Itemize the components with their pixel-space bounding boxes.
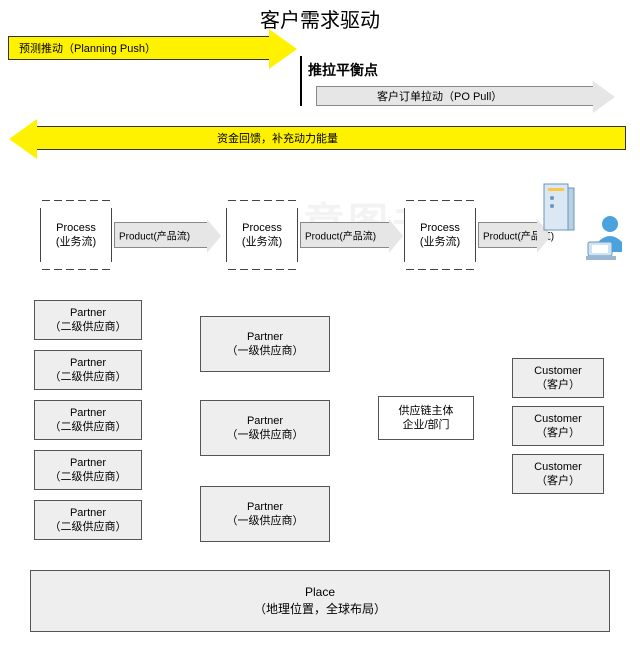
process-1-line2: (业务流) bbox=[41, 235, 111, 249]
customer-2-l1: Customer bbox=[515, 412, 601, 426]
supply-chain-entity: 供应链主体 企业/部门 bbox=[378, 396, 474, 440]
process-card-3: Process (业务流) bbox=[404, 200, 476, 270]
place-l2: （地理位置，全球布局） bbox=[31, 601, 609, 618]
partner-t2-2-l2: （二级供应商） bbox=[37, 370, 139, 384]
balance-label: 推拉平衡点 bbox=[308, 60, 378, 80]
partner-t2-5: Partner （二级供应商） bbox=[34, 500, 142, 540]
process-card-1: Process (业务流) bbox=[40, 200, 112, 270]
feedback-arrow-label: 资金回馈，补充动力能量 bbox=[217, 130, 338, 146]
product-arrow-2: Product(产品流) bbox=[300, 222, 390, 248]
partner-t2-2-l1: Partner bbox=[37, 356, 139, 370]
customer-1-l2: （客户） bbox=[515, 378, 601, 392]
entity-l2: 企业/部门 bbox=[381, 418, 471, 432]
partner-t1-3: Partner （一级供应商） bbox=[200, 486, 330, 542]
process-3-line1: Process bbox=[405, 221, 475, 235]
partner-t2-3: Partner （二级供应商） bbox=[34, 400, 142, 440]
process-card-2: Process (业务流) bbox=[226, 200, 298, 270]
product-arrow-1: Product(产品流) bbox=[114, 222, 208, 248]
partner-t2-4-l2: （二级供应商） bbox=[37, 470, 139, 484]
partner-t1-2: Partner （一级供应商） bbox=[200, 400, 330, 456]
pull-arrow: 客户订单拉动（PO Pull） bbox=[316, 86, 594, 106]
partner-t2-5-l1: Partner bbox=[37, 506, 139, 520]
customer-1: Customer （客户） bbox=[512, 358, 604, 398]
customer-3: Customer （客户） bbox=[512, 454, 604, 494]
balance-line bbox=[300, 56, 302, 106]
partner-t2-4-l1: Partner bbox=[37, 456, 139, 470]
partner-t2-1-l2: （二级供应商） bbox=[37, 320, 139, 334]
process-2-line1: Process bbox=[227, 221, 297, 235]
process-3-line2: (业务流) bbox=[405, 235, 475, 249]
place-l1: Place bbox=[31, 584, 609, 601]
partner-t1-1-l1: Partner bbox=[203, 330, 327, 344]
partner-t1-2-l2: （一级供应商） bbox=[203, 428, 327, 442]
push-arrow: 预测推动（Planning Push） bbox=[8, 36, 270, 60]
feedback-arrow: 资金回馈，补充动力能量 bbox=[36, 126, 626, 150]
partner-t2-5-l2: （二级供应商） bbox=[37, 520, 139, 534]
partner-t2-4: Partner （二级供应商） bbox=[34, 450, 142, 490]
process-2-line2: (业务流) bbox=[227, 235, 297, 249]
product-arrow-3: Product(产品流) bbox=[478, 222, 538, 248]
customer-1-l1: Customer bbox=[515, 364, 601, 378]
partner-t1-2-l1: Partner bbox=[203, 414, 327, 428]
customer-3-l1: Customer bbox=[515, 460, 601, 474]
pull-arrow-label: 客户订单拉动（PO Pull） bbox=[377, 88, 502, 104]
customer-2: Customer （客户） bbox=[512, 406, 604, 446]
diagram-canvas: 华章图书 客户需求驱动 预测推动（Planning Push） 推拉平衡点 客户… bbox=[0, 0, 640, 668]
partner-t2-2: Partner （二级供应商） bbox=[34, 350, 142, 390]
partner-t1-1-l2: （一级供应商） bbox=[203, 344, 327, 358]
diagram-title: 客户需求驱动 bbox=[0, 4, 640, 33]
product-arrow-2-label: Product(产品流) bbox=[305, 228, 376, 243]
entity-l1: 供应链主体 bbox=[381, 404, 471, 418]
partner-t1-3-l2: （一级供应商） bbox=[203, 514, 327, 528]
server-icon bbox=[540, 178, 578, 234]
product-arrow-1-label: Product(产品流) bbox=[119, 228, 190, 243]
customer-2-l2: （客户） bbox=[515, 426, 601, 440]
partner-t2-1-l1: Partner bbox=[37, 306, 139, 320]
partner-t1-1: Partner （一级供应商） bbox=[200, 316, 330, 372]
push-arrow-label: 预测推动（Planning Push） bbox=[19, 40, 156, 56]
partner-t2-3-l1: Partner bbox=[37, 406, 139, 420]
partner-t1-3-l1: Partner bbox=[203, 500, 327, 514]
customer-3-l2: （客户） bbox=[515, 474, 601, 488]
place-box: Place （地理位置，全球布局） bbox=[30, 570, 610, 632]
person-icon bbox=[582, 212, 632, 262]
partner-t2-3-l2: （二级供应商） bbox=[37, 420, 139, 434]
partner-t2-1: Partner （二级供应商） bbox=[34, 300, 142, 340]
process-1-line1: Process bbox=[41, 221, 111, 235]
